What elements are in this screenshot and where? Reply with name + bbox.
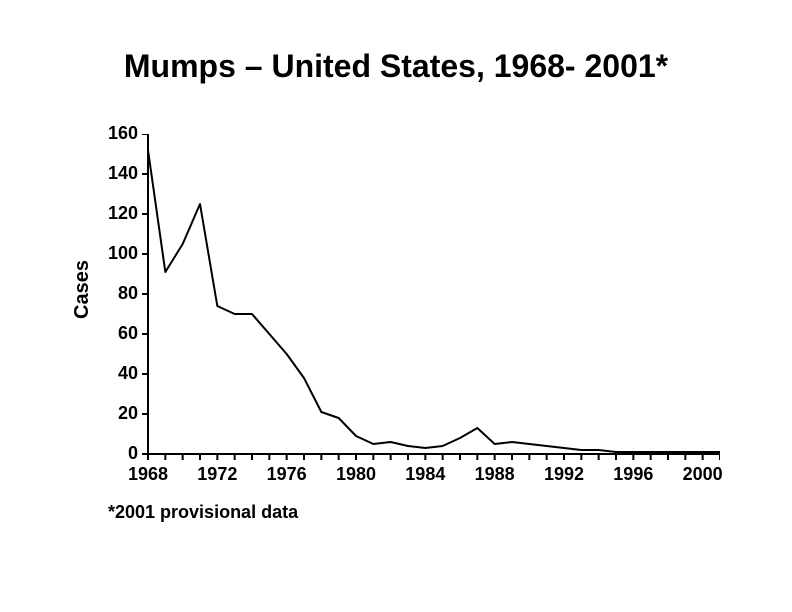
y-axis-label: Cases <box>71 260 94 319</box>
y-tick: 100 <box>108 243 138 264</box>
x-tick: 1972 <box>194 464 240 485</box>
x-tick: 2000 <box>680 464 726 485</box>
y-tick: 80 <box>118 283 138 304</box>
y-tick: 120 <box>108 203 138 224</box>
y-tick: 60 <box>118 323 138 344</box>
chart-title: Mumps – United States, 1968- 2001* <box>0 48 792 85</box>
x-tick: 1976 <box>264 464 310 485</box>
x-tick: 1988 <box>472 464 518 485</box>
x-tick: 1980 <box>333 464 379 485</box>
x-tick: 1996 <box>610 464 656 485</box>
footnote: *2001 provisional data <box>108 502 298 523</box>
y-tick: 140 <box>108 163 138 184</box>
y-tick: 40 <box>118 363 138 384</box>
line-chart-svg <box>138 134 720 474</box>
data-line <box>148 150 720 452</box>
x-tick: 1968 <box>125 464 171 485</box>
y-tick: 0 <box>128 443 138 464</box>
chart-area <box>138 134 720 474</box>
x-tick: 1992 <box>541 464 587 485</box>
axes <box>148 134 720 454</box>
x-tick: 1984 <box>402 464 448 485</box>
y-tick: 160 <box>108 123 138 144</box>
y-tick: 20 <box>118 403 138 424</box>
